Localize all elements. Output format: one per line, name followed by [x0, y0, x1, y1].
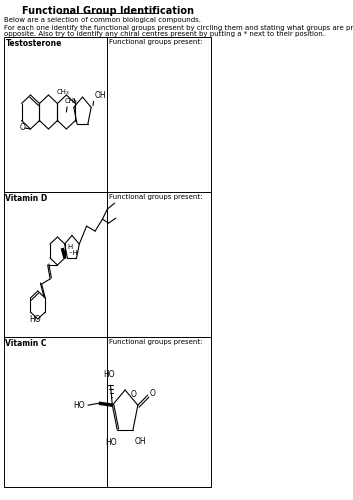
Text: Vitamin D: Vitamin D	[6, 194, 48, 203]
Text: For each one identify the functional groups present by circling them and stating: For each one identify the functional gro…	[4, 25, 353, 31]
Text: OH: OH	[135, 437, 146, 446]
Text: Below are a selection of common biological compounds.: Below are a selection of common biologic…	[4, 17, 201, 23]
Text: Functional groups present:: Functional groups present:	[109, 194, 202, 200]
Text: HO: HO	[29, 316, 41, 324]
Text: H: H	[67, 244, 72, 250]
Text: Functional groups present:: Functional groups present:	[109, 39, 202, 45]
Text: opposite. Also try to identify any chiral centres present by putting a * next to: opposite. Also try to identify any chira…	[4, 31, 325, 37]
Text: O: O	[150, 388, 156, 398]
Text: Functional Group Identification: Functional Group Identification	[22, 6, 194, 16]
Text: O: O	[131, 390, 137, 399]
Text: HO: HO	[103, 370, 115, 379]
Text: O: O	[20, 124, 25, 132]
Text: OH: OH	[94, 92, 106, 100]
Text: ··H: ··H	[68, 250, 78, 256]
Text: HO: HO	[105, 438, 117, 447]
Text: Vitamin C: Vitamin C	[6, 339, 47, 348]
Text: HO: HO	[73, 400, 85, 409]
Text: CH₃: CH₃	[56, 90, 69, 96]
Text: CH₃: CH₃	[65, 98, 77, 104]
Text: Testosterone: Testosterone	[6, 39, 62, 48]
Text: Functional groups present:: Functional groups present:	[109, 339, 202, 345]
